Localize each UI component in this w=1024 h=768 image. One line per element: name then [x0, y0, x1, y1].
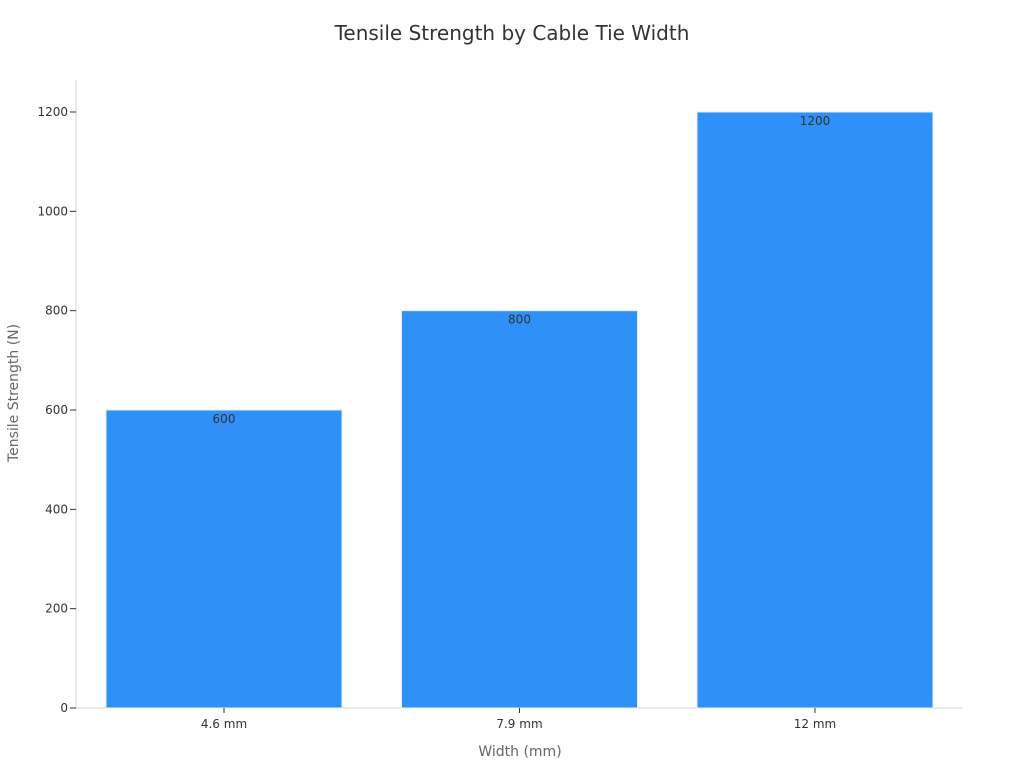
x-tick-label: 7.9 mm — [496, 717, 542, 731]
x-tick-label: 4.6 mm — [201, 717, 247, 731]
plot-area: 0 200 400 600 800 1000 1200 600 4.6 mm 800 7.9 mm 1… — [37, 80, 963, 731]
x-tick-label: 12 mm — [794, 717, 836, 731]
y-tick-label: 600 — [45, 403, 68, 417]
bar-data-label: 1200 — [800, 114, 831, 128]
x-axis-label: Width (mm) — [478, 744, 561, 760]
bar — [105, 409, 343, 709]
bar — [696, 111, 934, 709]
bar-data-label: 600 — [213, 412, 236, 426]
y-axis-label: Tensile Strength (N) — [6, 324, 22, 463]
y-tick-label: 200 — [45, 602, 68, 616]
y-tick-label: 1200 — [37, 105, 68, 119]
y-tick-label: 800 — [45, 304, 68, 318]
y-tick-label: 1000 — [37, 204, 68, 218]
chart-title: Tensile Strength by Cable Tie Width — [334, 21, 690, 45]
bar-data-label: 800 — [508, 313, 531, 327]
y-tick-label: 400 — [45, 502, 68, 516]
y-tick-label: 0 — [60, 701, 68, 715]
bar — [401, 310, 638, 709]
